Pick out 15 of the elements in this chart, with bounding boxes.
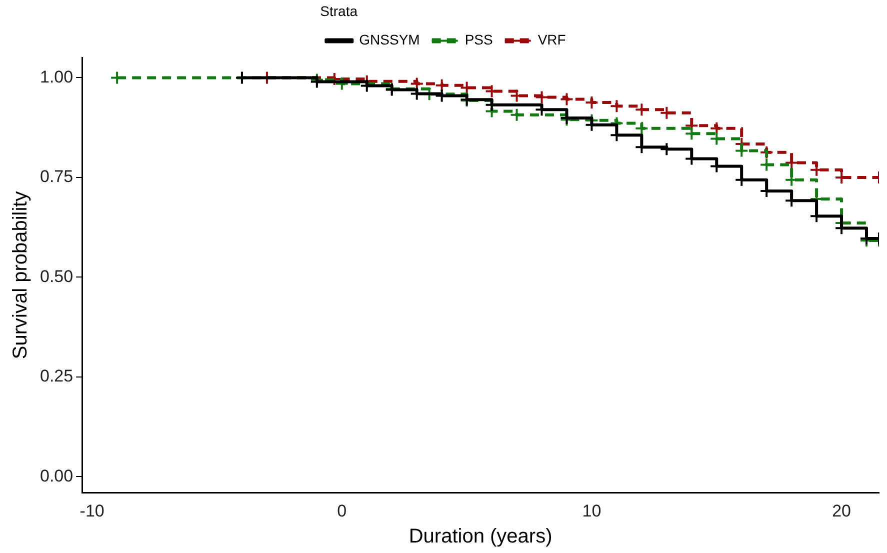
x-axis-title: Duration (years) <box>408 526 552 548</box>
legend-label: PSS <box>464 32 493 48</box>
legend-title: Strata <box>320 2 358 19</box>
x-tick-label: -10 <box>80 501 104 520</box>
x-tick-label: 20 <box>832 501 851 520</box>
legend-label: GNSSYM <box>359 32 420 48</box>
y-tick-label: 1.00 <box>40 67 74 86</box>
y-tick-label: 0.00 <box>40 466 74 486</box>
x-tick-label: 0 <box>337 501 347 520</box>
y-axis-title: Survival probability <box>10 191 32 360</box>
x-tick-label: 10 <box>582 501 602 520</box>
legend-label: VRF <box>538 32 566 48</box>
y-tick-label: 0.25 <box>40 366 74 386</box>
y-tick-label: 0.75 <box>40 167 74 186</box>
y-tick-label: 0.50 <box>40 266 74 286</box>
